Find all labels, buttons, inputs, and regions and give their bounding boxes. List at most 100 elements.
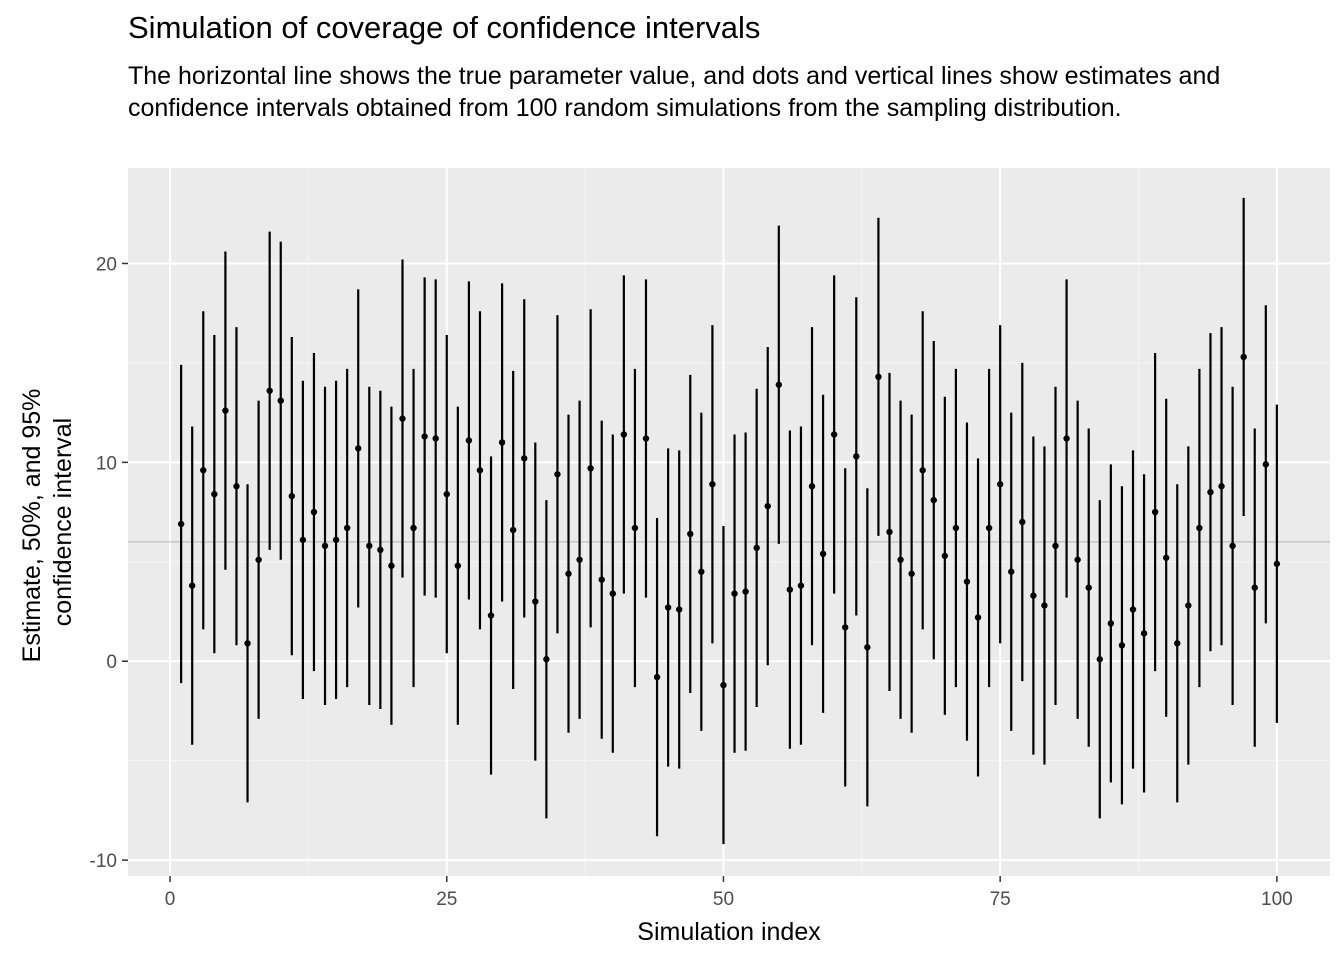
estimate-point [653,673,661,681]
y-axis-title: Estimate, 50%, and 95% confidence interv… [18,382,77,663]
estimate-point [698,568,705,575]
estimate-point [664,604,672,611]
estimate-point [985,524,993,532]
estimate-point [410,524,417,532]
estimate-point [1185,602,1192,609]
estimate-point [897,556,904,563]
x-tick-label: 100 [1261,889,1293,910]
estimate-point [742,588,749,595]
estimate-point [808,483,816,490]
estimate-point [1019,518,1026,526]
estimate-point [1273,560,1281,567]
y-tick-label: -10 [90,851,117,872]
y-axis-title-line-2: confidence interval [49,418,77,626]
estimate-point [233,483,240,490]
estimate-point [609,590,616,597]
estimate-point [1140,630,1148,637]
estimate-point [675,606,683,613]
estimate-point [819,550,827,558]
estimate-point [332,536,340,544]
estimate-point [277,397,284,404]
estimate-point [476,467,484,474]
estimate-point [1174,640,1181,647]
x-tick-label: 50 [713,889,734,910]
axes: 0 25 50 75 100 -10 0 10 20 [90,254,1293,910]
estimate-point [1107,620,1115,627]
estimate-point [952,524,960,532]
estimate-point [288,492,296,500]
estimate-point [974,614,982,621]
estimate-point [919,467,926,474]
x-tick-label: 25 [436,889,457,910]
estimate-point [853,453,860,460]
estimate-point [355,445,362,452]
estimate-point [941,552,949,560]
estimate-point [399,415,406,422]
y-tick-label: 10 [96,453,117,474]
estimate-point [908,570,915,577]
estimate-point [1008,568,1015,575]
estimate-point [343,524,351,532]
estimate-point [1229,542,1236,550]
estimate-point [222,407,229,414]
estimate-point [1085,584,1092,591]
estimate-point [1262,461,1270,468]
estimate-point [1162,554,1170,561]
estimate-point [1129,606,1137,613]
estimate-point [310,508,318,516]
estimate-point [1030,592,1037,599]
estimate-point [1118,642,1126,649]
estimate-point [830,431,838,438]
minor-grid [128,168,1330,876]
estimate-point [996,481,1004,488]
estimate-point [498,439,506,446]
estimate-point [188,582,196,589]
estimate-point [886,528,893,536]
estimate-point [465,437,473,444]
estimate-point [388,562,395,569]
estimate-point [930,496,937,504]
estimate-point [775,381,783,388]
estimate-point [299,536,307,544]
estimate-point [377,546,384,554]
estimate-point [211,490,218,498]
estimate-point [576,556,583,563]
estimate-point [554,471,561,478]
estimate-point [1052,542,1059,550]
estimate-point [509,526,517,534]
estimate-point [642,435,650,442]
estimate-point [432,435,439,442]
estimate-point [565,570,572,577]
estimate-point [1096,656,1103,663]
estimate-point [1063,435,1070,442]
estimate-point [244,640,251,647]
estimate-point [731,590,738,597]
estimate-point [321,542,329,550]
estimate-point [720,681,727,689]
estimate-point [764,502,771,510]
estimate-point [963,578,971,585]
estimate-point [598,576,605,583]
estimate-point [366,542,373,550]
chart-subtitle: The horizontal line shows the true param… [128,62,1221,122]
y-tick-label: 0 [106,652,117,673]
estimate-point [587,465,594,472]
estimate-point [1218,483,1225,490]
chart-title: Simulation of coverage of confidence int… [128,10,761,45]
x-tick-label: 0 [165,889,176,910]
estimate-point [1240,353,1247,361]
estimate-point [443,490,450,498]
estimate-point [421,433,428,440]
estimate-point [543,656,550,663]
estimate-point [521,455,528,462]
estimate-point [200,467,207,474]
estimate-point [786,586,794,593]
estimate-point [177,520,185,528]
estimate-point [1207,488,1214,496]
y-tick-label: 20 [96,254,117,275]
estimate-point [753,544,760,552]
estimate-point [1251,584,1258,591]
estimate-point [709,481,716,488]
estimate-point [620,431,628,438]
